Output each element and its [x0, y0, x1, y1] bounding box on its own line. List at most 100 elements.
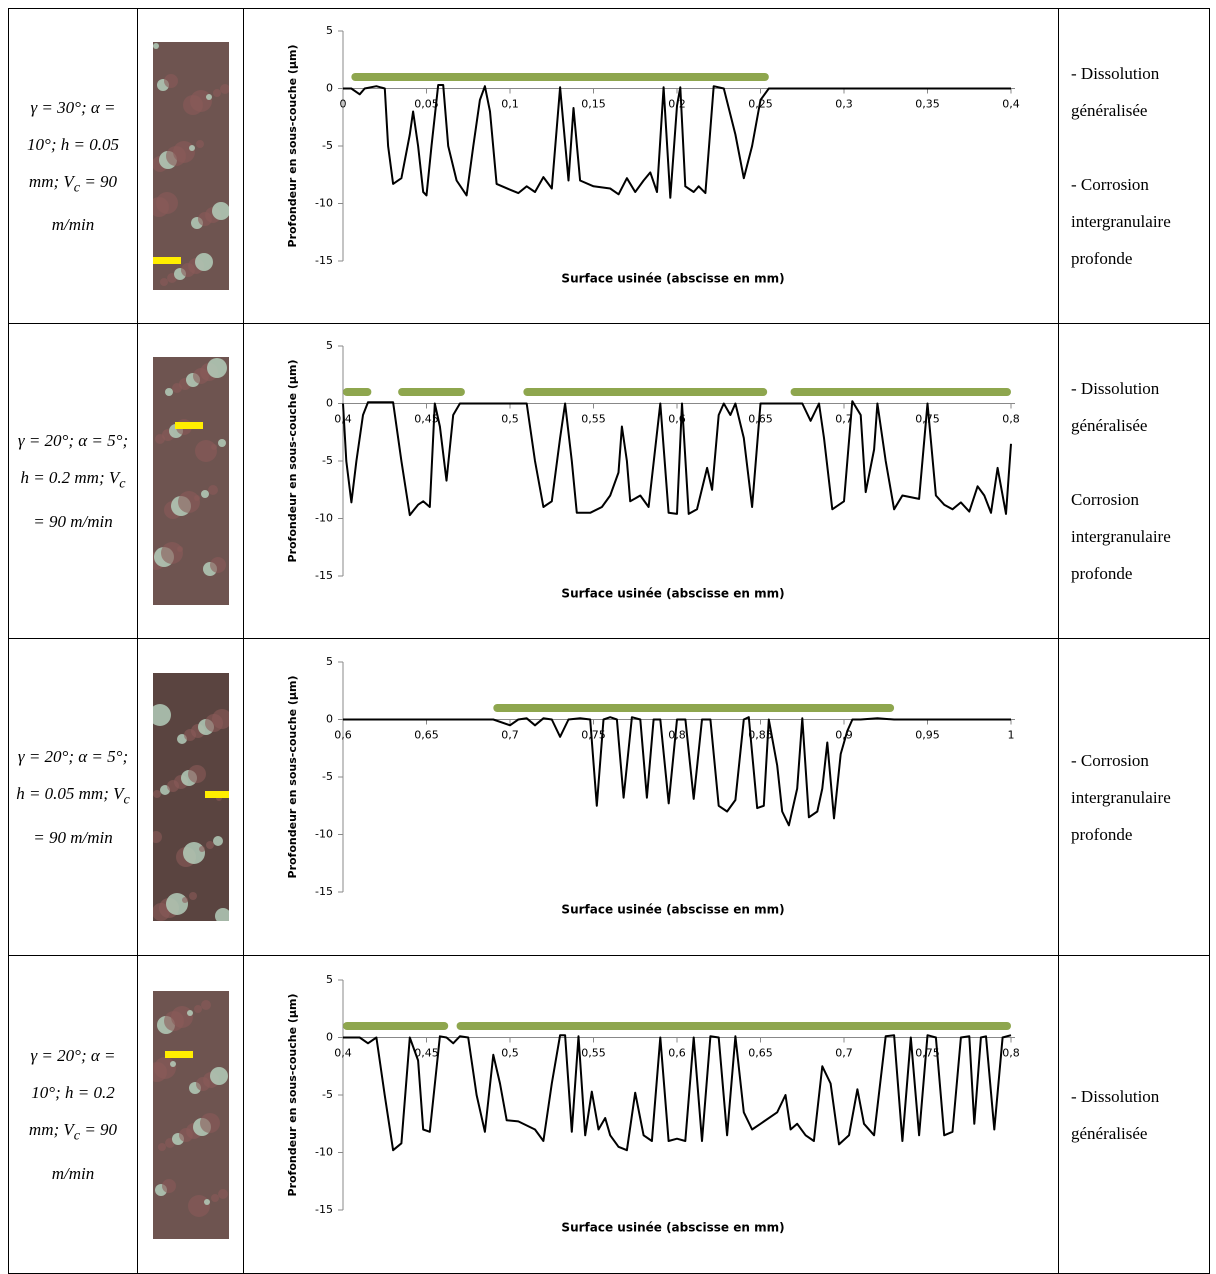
table-row: γ = 20°; α = 5°; h = 0.2 mm; Vc = 90 m/m… — [8, 323, 1210, 639]
chart-cell: 5 0 -5 -10 -15 0,4 0,45 0,5 0,55 0,6 0,65 0,7 0,75 0,… — [243, 323, 1059, 639]
conditions-text: = 90 m/min — [51, 171, 118, 235]
conditions-cell: γ = 20°; α = 5°; h = 0.05 mm; Vc = 90 m/… — [8, 638, 138, 956]
micrograph-grain — [195, 140, 204, 148]
conditions-subscript: c — [123, 791, 130, 808]
micrograph-grain — [199, 1112, 220, 1133]
micrograph-grain — [182, 842, 205, 864]
x-tick-label: 0,7 — [835, 1046, 853, 1059]
micrograph-grain — [152, 831, 162, 843]
x-tick-label: 0,65 — [748, 1046, 773, 1059]
micrograph-grain — [161, 1178, 176, 1193]
description-cell: - Dissolution généralisée - Corrosion int… — [1058, 8, 1210, 324]
x-tick-label: 0,9 — [835, 729, 853, 742]
x-tick-label: 0,8 — [668, 729, 686, 742]
y-tick-label: -10 — [315, 1145, 333, 1158]
micrograph-grain — [188, 145, 195, 151]
chart: 50-5-10-150,4 0,45 0,5 0,55 0,6 0,65 0,7 0,75 0,… — [286, 339, 1020, 601]
micrograph-grain — [152, 704, 171, 726]
x-tick-label: 0,15 — [581, 98, 606, 111]
y-axis-title: Profondeur en sous-couche (µm) — [286, 676, 299, 879]
y-axis-title: Profondeur en sous-couche (µm) — [286, 993, 299, 1196]
depth-profile — [343, 84, 1011, 199]
x-axis-title: Surface usinée (abscisse en mm) — [561, 903, 784, 917]
y-tick-label: 0 — [326, 713, 333, 726]
x-tick-label: 0,6 — [334, 729, 352, 742]
y-axis-title: Profondeur en sous-couche (µm) — [286, 360, 299, 563]
micrograph — [152, 357, 229, 605]
chart-cell: 5 0 -5 -10 -15 0,6 0,65 0,7 0,75 0,8 0,85 0,9 0,95 1 S… — [243, 638, 1059, 956]
x-tick-label: 0,5 — [501, 1046, 519, 1059]
y-tick-label: -5 — [322, 454, 333, 467]
micrograph-grain — [164, 388, 173, 396]
y-tick-label: -15 — [315, 569, 333, 582]
y-tick-label: -15 — [315, 254, 333, 267]
conditions-cell: γ = 30°; α = 10°; h = 0.05 mm; Vc = 90 m… — [8, 8, 138, 324]
table-row: γ = 20°; α = 10°; h = 0.2 mm; Vc = 90 m/… — [8, 955, 1210, 1274]
micrograph-cell — [137, 638, 244, 956]
y-tick-label: -10 — [315, 828, 333, 841]
micrograph-grain — [165, 893, 188, 915]
y-tick-label: -5 — [322, 139, 333, 152]
y-tick-label: 5 — [326, 339, 333, 352]
y-tick-label: 0 — [326, 397, 333, 410]
micrograph-grain — [217, 1188, 228, 1199]
micrograph-grain — [153, 1056, 176, 1079]
scale-marker — [152, 257, 181, 264]
description-text: - Dissolution généralisée — [1071, 64, 1160, 120]
x-tick-label: 0,75 — [915, 1046, 940, 1059]
x-tick-label: 0,65 — [748, 413, 773, 426]
results-table: γ = 30°; α = 10°; h = 0.05 mm; V c = 90 m… — [8, 8, 1210, 1274]
micrograph-grain — [209, 557, 226, 573]
description-cell: - Dissolution généralisée Corrosion inter… — [1058, 323, 1210, 639]
depth-profile — [343, 1033, 1012, 1151]
micrograph — [152, 42, 229, 290]
micrograph-grain — [203, 1198, 210, 1205]
x-tick-label: 0,55 — [581, 1046, 606, 1059]
micrograph — [152, 990, 229, 1239]
depth-profile — [343, 716, 1011, 827]
y-tick-label: 0 — [326, 1030, 333, 1043]
conditions-subscript: c — [119, 475, 126, 492]
micrograph-grain — [211, 709, 229, 729]
x-tick-label: 0,4 — [334, 1046, 352, 1059]
x-tick-label: 0,7 — [835, 413, 853, 426]
x-tick-label: 0,75 — [915, 413, 940, 426]
micrograph-cell — [137, 323, 244, 639]
micrograph-grain — [205, 94, 212, 100]
chart: 50-5-10-150,4 0,45 0,5 0,55 0,6 0,65 0,7 0,75 0,… — [286, 973, 1020, 1235]
y-tick-label: 0 — [326, 82, 333, 95]
micrograph-grain — [181, 897, 188, 903]
micrograph-grain — [152, 43, 159, 49]
micrograph-grain — [187, 1194, 210, 1217]
micrograph-grain — [172, 141, 195, 163]
micrograph-grain — [209, 1066, 228, 1085]
micrograph-grain — [187, 765, 206, 783]
micrograph-grain — [186, 1009, 193, 1016]
micrograph-grain — [159, 278, 168, 286]
micrograph-grain — [200, 490, 209, 498]
x-tick-label: 0,45 — [414, 1046, 439, 1059]
y-tick-label: -15 — [315, 885, 333, 898]
description-cell: - Corrosion intergranulaire profonde — [1058, 638, 1210, 956]
y-axis-title: Profondeur en sous-couche (µm) — [286, 45, 299, 248]
conditions-text: γ = 30°; α = 10°; h = 0.05 mm; V — [27, 97, 119, 191]
micrograph-grain — [160, 542, 183, 564]
scale-marker — [204, 791, 229, 798]
conditions-cell: γ = 20°; α = 10°; h = 0.2 mm; Vc = 90 m/… — [8, 955, 138, 1274]
conditions-subscript: c — [73, 1127, 81, 1144]
micrograph-grain — [188, 892, 197, 900]
description-text: - Dissolution généralisée — [1071, 379, 1160, 435]
micrograph-grain — [177, 491, 200, 513]
x-tick-label: 0 — [340, 98, 347, 111]
conditions-text: γ = 20°; α = 5°; h = 0.2 mm; V — [17, 431, 129, 488]
x-tick-label: 0,95 — [915, 729, 940, 742]
y-tick-label: 5 — [326, 973, 333, 986]
scale-marker — [164, 1050, 193, 1058]
x-tick-label: 0,7 — [501, 729, 519, 742]
scale-marker — [174, 422, 203, 429]
micrograph-grain — [214, 908, 229, 921]
micrograph-grain — [152, 790, 161, 798]
description-text: Corrosion intergranulaire profonde — [1071, 490, 1171, 583]
x-tick-label: 0,85 — [748, 729, 773, 742]
x-axis-title: Surface usinée (abscisse en mm) — [561, 272, 784, 286]
